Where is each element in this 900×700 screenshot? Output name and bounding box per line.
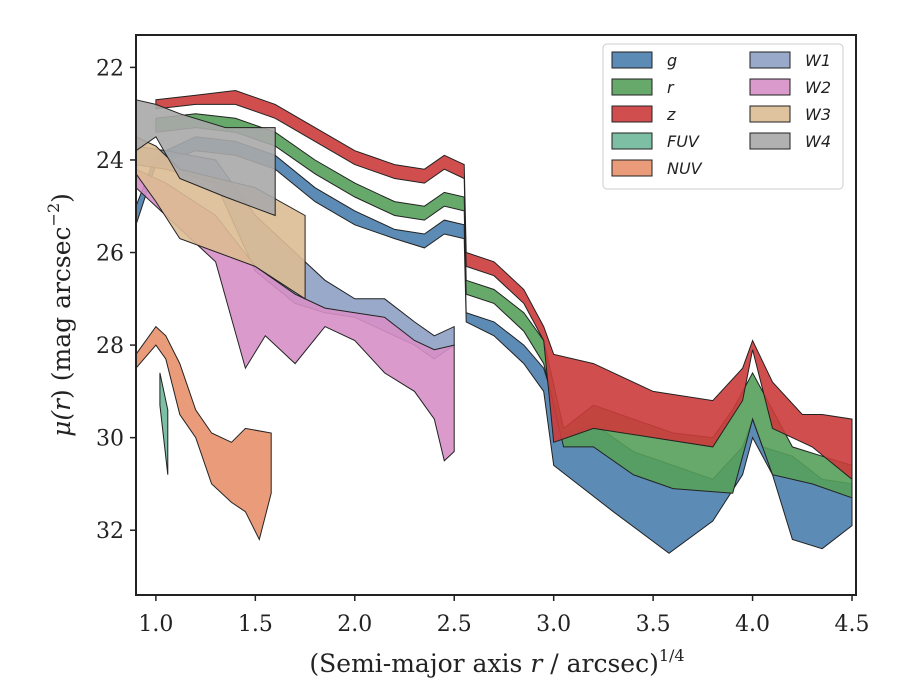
y-tick-label: 28	[96, 334, 124, 359]
series-band-fuv	[159, 372, 169, 475]
legend-swatch-fuv	[611, 132, 653, 150]
series-band-g	[135, 136, 853, 554]
legend-label-w1: W1	[805, 51, 831, 70]
y-axis-title: μ(r) (mag arcsec−2)	[44, 193, 76, 437]
y-tick-label: 32	[96, 519, 124, 544]
legend-swatch-w4	[749, 132, 791, 150]
x-tick-label: 3.5	[636, 612, 671, 637]
series-band-w4	[135, 99, 276, 217]
y-tick-label: 22	[96, 56, 124, 81]
chart-areas	[135, 89, 853, 554]
plot-frame	[135, 34, 857, 596]
y-tick-label: 26	[96, 242, 124, 267]
legend-label-r: r	[667, 78, 675, 97]
x-tick-label: 2.5	[437, 612, 472, 637]
legend-label-w4: W4	[805, 132, 831, 151]
legend-label-z: z	[666, 105, 676, 124]
x-axis: 1.0 1.5 2.0 2.5 3.0 3.5 4.0 4.5	[138, 595, 870, 637]
series-band-nuv	[135, 325, 272, 541]
legend-swatch-w3	[749, 105, 791, 123]
legend-swatch-r	[611, 78, 653, 96]
y-axis: 22 24 26 28 30 32	[96, 56, 136, 544]
legend-label-w2: W2	[805, 78, 831, 97]
x-tick-label: 2.0	[337, 612, 372, 637]
y-tick-label: 30	[96, 427, 124, 452]
legend-swatch-w1	[749, 51, 791, 69]
x-axis-title: (Semi-major axis r / arcsec)1/4	[309, 646, 684, 678]
legend-swatch-g	[611, 51, 653, 69]
y-tick-label: 24	[96, 149, 124, 174]
legend-label-w3: W3	[805, 105, 831, 124]
legend-label-nuv: NUV	[667, 159, 703, 178]
legend: grz FUV NUV W1 W2 W3 W4	[602, 43, 844, 190]
legend-swatch-nuv	[611, 159, 653, 177]
legend-label-g: g	[667, 51, 677, 70]
x-tick-label: 4.5	[835, 612, 870, 637]
legend-label-fuv: FUV	[667, 132, 700, 151]
x-tick-label: 1.5	[238, 612, 273, 637]
legend-swatch-w2	[749, 78, 791, 96]
legend-swatch-z	[611, 105, 653, 123]
series-band-z	[155, 89, 853, 481]
x-tick-label: 4.0	[735, 612, 770, 637]
x-tick-label: 1.0	[138, 612, 173, 637]
x-tick-label: 3.0	[536, 612, 571, 637]
